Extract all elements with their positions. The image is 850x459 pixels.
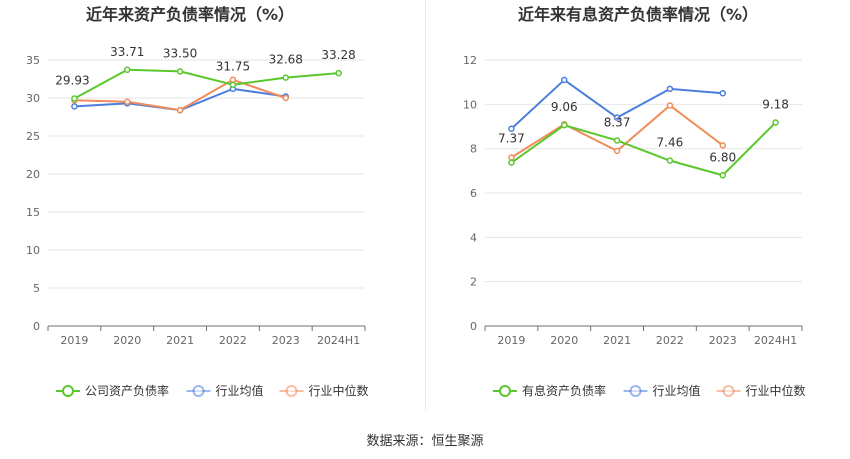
data-point: [508, 125, 515, 132]
legend-label: 行业中位数: [746, 383, 806, 398]
data-point: [335, 69, 342, 77]
chart-title: 近年来资产负债率情况（%）: [86, 5, 294, 24]
data-point: [613, 147, 621, 155]
x-tick-label: 2020: [550, 334, 578, 347]
y-tick-label: 15: [26, 206, 40, 219]
data-point: [666, 85, 674, 93]
y-tick-label: 20: [26, 168, 40, 181]
data-label: 8.37: [604, 115, 631, 129]
data-label: 33.50: [163, 46, 197, 60]
data-label: 32.68: [269, 53, 303, 67]
data-label: 33.28: [321, 48, 355, 62]
data-point: [229, 81, 237, 88]
data-label: 31.75: [216, 60, 250, 74]
data-label: 33.71: [110, 45, 144, 59]
data-point: [666, 157, 674, 164]
legend-item: 行业中位数: [279, 383, 369, 398]
y-tick-label: 10: [26, 244, 40, 257]
data-point: [71, 95, 78, 102]
data-point: [71, 103, 78, 110]
data-point: [561, 76, 568, 84]
series-line: [510, 121, 777, 177]
y-tick-label: 0: [470, 320, 477, 333]
data-label: 7.46: [657, 136, 684, 150]
series-line: [73, 68, 339, 100]
data-label: 9.18: [762, 98, 789, 112]
series-line: [74, 78, 287, 112]
legend-marker: [722, 385, 735, 397]
data-point: [561, 121, 568, 129]
x-tick-label: 2024H1: [317, 334, 360, 347]
legend-item: 行业均值: [186, 383, 264, 398]
legend-label: 有息资产负债率: [522, 383, 606, 398]
debt-ratio-chart: 近年来资产负债率情况（%） 0 5 10 15 20 25 30 35 2019 2020 2021 2…: [26, 5, 369, 398]
data-source: 数据来源：恒生聚源: [366, 434, 484, 449]
data-point: [772, 119, 779, 126]
legend-marker: [629, 385, 642, 397]
data-label: 6.80: [709, 150, 736, 164]
data-label: 9.06: [551, 100, 578, 114]
legend-marker: [62, 385, 74, 397]
legend-label: 行业中位数: [309, 383, 369, 398]
y-tick-label: 2: [470, 276, 477, 289]
data-point: [176, 106, 184, 114]
data-point: [719, 172, 726, 179]
legend-label: 行业均值: [653, 383, 701, 398]
legend-marker: [285, 385, 298, 397]
legend-marker: [499, 385, 511, 397]
data-point: [666, 102, 674, 109]
y-tick-label: 6: [470, 187, 477, 200]
data-point: [124, 98, 131, 106]
y-tick-label: 8: [470, 143, 477, 156]
data-point: [613, 114, 621, 121]
legend-marker: [192, 385, 205, 397]
x-tick-label: 2019: [497, 334, 525, 347]
data-point: [282, 94, 289, 102]
legend-item: 公司资产负债率: [56, 383, 169, 398]
chart-title: 近年来有息资产负债率情况（%）: [518, 5, 758, 24]
y-tick-label: 12: [463, 54, 477, 67]
y-tick-label: 0: [33, 320, 40, 333]
data-label: 7.37: [498, 132, 525, 146]
y-tick-label: 4: [470, 231, 477, 244]
chart-divider: [425, 0, 426, 410]
data-point: [124, 66, 131, 74]
data-point: [508, 159, 515, 166]
interest-debt-ratio-chart: 近年来有息资产负债率情况（%） 0 2 4 6 8 10 12 2019 2020 2021 2022…: [463, 5, 806, 398]
x-tick-label: 2022: [219, 334, 247, 347]
legend-item: 有息资产负债率: [493, 383, 606, 398]
x-tick-label: 2023: [709, 334, 737, 347]
legend-item: 行业均值: [623, 383, 701, 398]
y-tick-label: 10: [463, 98, 477, 111]
data-label: 29.93: [55, 74, 89, 88]
data-point: [508, 154, 515, 161]
x-tick-label: 2021: [166, 334, 194, 347]
data-point: [719, 142, 726, 149]
y-tick-label: 5: [33, 282, 40, 295]
x-tick-label: 2021: [603, 334, 631, 347]
x-tick-label: 2022: [656, 334, 684, 347]
data-point: [176, 68, 184, 75]
x-tick-label: 2024H1: [754, 334, 797, 347]
data-point: [613, 137, 621, 144]
y-tick-label: 25: [26, 130, 40, 143]
x-tick-label: 2023: [272, 334, 300, 347]
data-point: [719, 90, 726, 97]
y-tick-label: 30: [26, 92, 40, 105]
x-tick-label: 2020: [113, 334, 141, 347]
data-point: [282, 74, 289, 81]
legend-label: 行业均值: [216, 383, 264, 398]
legend-item: 行业中位数: [716, 383, 806, 398]
y-tick-label: 35: [26, 54, 40, 67]
x-tick-label: 2019: [60, 334, 88, 347]
legend-label: 公司资产负债率: [85, 383, 169, 398]
